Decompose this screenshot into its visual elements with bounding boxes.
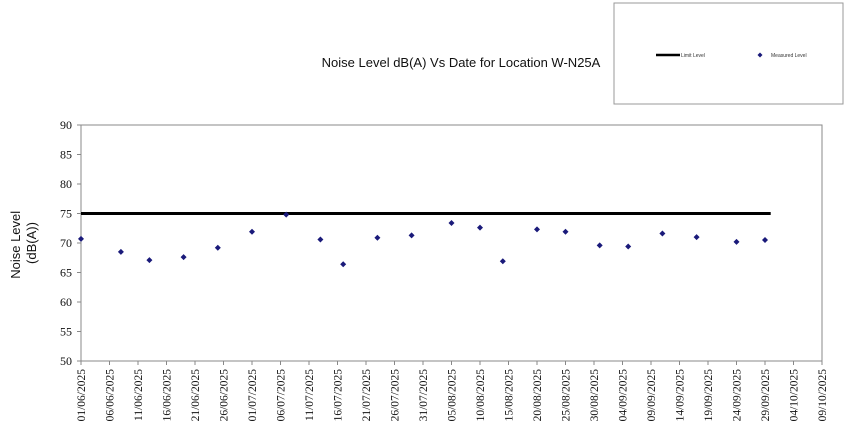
measured-point xyxy=(340,261,347,268)
x-tick-label: 15/08/2025 xyxy=(504,369,516,422)
x-tick-label: 01/07/2025 xyxy=(247,369,259,422)
x-tick-label: 31/07/2025 xyxy=(418,369,430,422)
measured-point xyxy=(448,219,455,226)
measured-point xyxy=(317,236,324,243)
x-tick-label: 14/09/2025 xyxy=(675,369,687,422)
chart-title: Noise Level dB(A) Vs Date for Location W… xyxy=(322,55,601,70)
y-tick-label: 70 xyxy=(60,236,72,250)
legend-measured-label: Measured Level xyxy=(771,53,807,59)
x-tick-label: 26/07/2025 xyxy=(390,369,402,422)
measured-point xyxy=(214,244,221,251)
measured-point xyxy=(625,243,632,250)
measured-point xyxy=(762,237,768,244)
y-axis: 50 55 60 65 70 75 80 85 90 xyxy=(60,118,81,368)
x-tick-label: 29/09/2025 xyxy=(760,369,772,422)
x-tick-label: 21/07/2025 xyxy=(361,369,373,422)
measured-point xyxy=(733,238,740,245)
x-tick-label: 26/06/2025 xyxy=(219,369,231,422)
measured-point xyxy=(117,248,124,255)
measured-point xyxy=(499,258,506,265)
x-tick-label: 21/06/2025 xyxy=(190,369,202,422)
y-tick-label: 85 xyxy=(60,148,72,162)
x-tick-label: 25/08/2025 xyxy=(561,369,573,422)
x-tick-label: 19/09/2025 xyxy=(703,369,715,422)
y-axis-label: Noise Level (dB(A)) xyxy=(8,207,39,279)
x-tick-label: 30/08/2025 xyxy=(589,369,601,422)
y-axis-label-line-1: Noise Level xyxy=(8,211,23,279)
x-tick-label: 04/09/2025 xyxy=(618,369,630,422)
measured-point xyxy=(693,234,700,241)
x-tick-label: 01/06/2025 xyxy=(76,369,88,422)
y-tick-label: 60 xyxy=(60,295,72,309)
x-tick-label: 11/07/2025 xyxy=(304,369,316,421)
measured-point xyxy=(534,226,540,233)
x-tick-label: 11/06/2025 xyxy=(133,369,145,421)
y-axis-label-line-2: (dB(A)) xyxy=(24,222,39,264)
x-tick-label: 20/08/2025 xyxy=(532,369,544,422)
y-tick-label: 55 xyxy=(60,325,72,339)
x-tick-label: 10/08/2025 xyxy=(475,369,487,422)
measured-point xyxy=(477,224,483,231)
y-tick-label: 90 xyxy=(60,118,72,132)
x-tick-label: 05/08/2025 xyxy=(447,369,459,422)
measured-point xyxy=(180,254,187,261)
measured-point xyxy=(659,230,666,237)
x-tick-label: 09/10/2025 xyxy=(817,369,829,422)
legend: Limit Level Measured Level xyxy=(613,2,844,105)
legend-limit-label: Limit Level xyxy=(681,53,705,59)
measured-point xyxy=(78,235,84,242)
y-tick-label: 80 xyxy=(60,177,72,191)
x-tick-label: 24/09/2025 xyxy=(732,369,744,422)
measured-point xyxy=(146,257,153,264)
y-tick-label: 65 xyxy=(60,266,72,280)
x-tick-label: 16/06/2025 xyxy=(162,369,174,422)
x-tick-label: 06/07/2025 xyxy=(276,369,288,422)
y-tick-label: 50 xyxy=(60,354,72,368)
measured-point xyxy=(562,228,569,235)
y-tick-label: 75 xyxy=(60,207,72,221)
measured-point xyxy=(283,211,290,218)
plot-area xyxy=(80,124,823,362)
x-axis: 01/06/2025 06/06/2025 11/06/2025 16/06/2025… xyxy=(76,361,829,421)
x-tick-label: 04/10/2025 xyxy=(789,369,801,422)
measured-point xyxy=(374,234,381,241)
measured-point xyxy=(596,242,603,249)
measured-point xyxy=(408,232,415,239)
measured-point xyxy=(249,228,255,235)
legend-measured-swatch xyxy=(757,52,763,58)
legend-box xyxy=(613,2,844,105)
x-tick-label: 16/07/2025 xyxy=(333,369,345,422)
x-tick-label: 06/06/2025 xyxy=(105,369,117,422)
series-layer xyxy=(78,211,771,268)
x-tick-label: 09/09/2025 xyxy=(646,369,658,422)
